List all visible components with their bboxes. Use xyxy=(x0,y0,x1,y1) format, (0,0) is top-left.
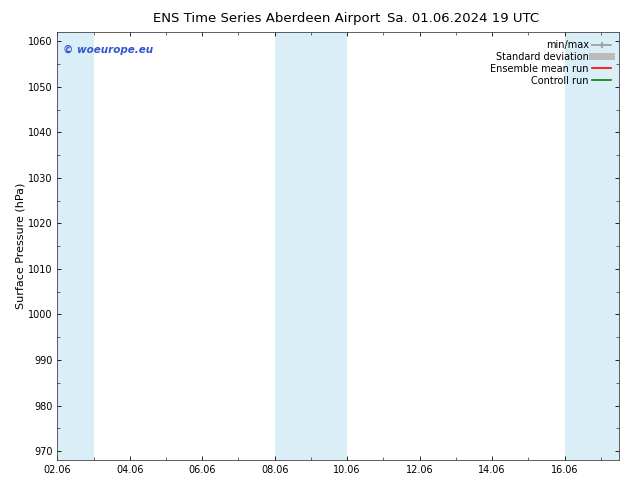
Y-axis label: Surface Pressure (hPa): Surface Pressure (hPa) xyxy=(15,183,25,309)
Bar xyxy=(57,32,93,460)
Bar xyxy=(275,32,311,460)
Text: ENS Time Series Aberdeen Airport: ENS Time Series Aberdeen Airport xyxy=(153,12,380,25)
Text: © woeurope.eu: © woeurope.eu xyxy=(63,45,153,55)
Bar xyxy=(311,32,347,460)
Text: Sa. 01.06.2024 19 UTC: Sa. 01.06.2024 19 UTC xyxy=(387,12,539,25)
Bar xyxy=(565,32,619,460)
Legend: min/max, Standard deviation, Ensemble mean run, Controll run: min/max, Standard deviation, Ensemble me… xyxy=(488,37,614,89)
